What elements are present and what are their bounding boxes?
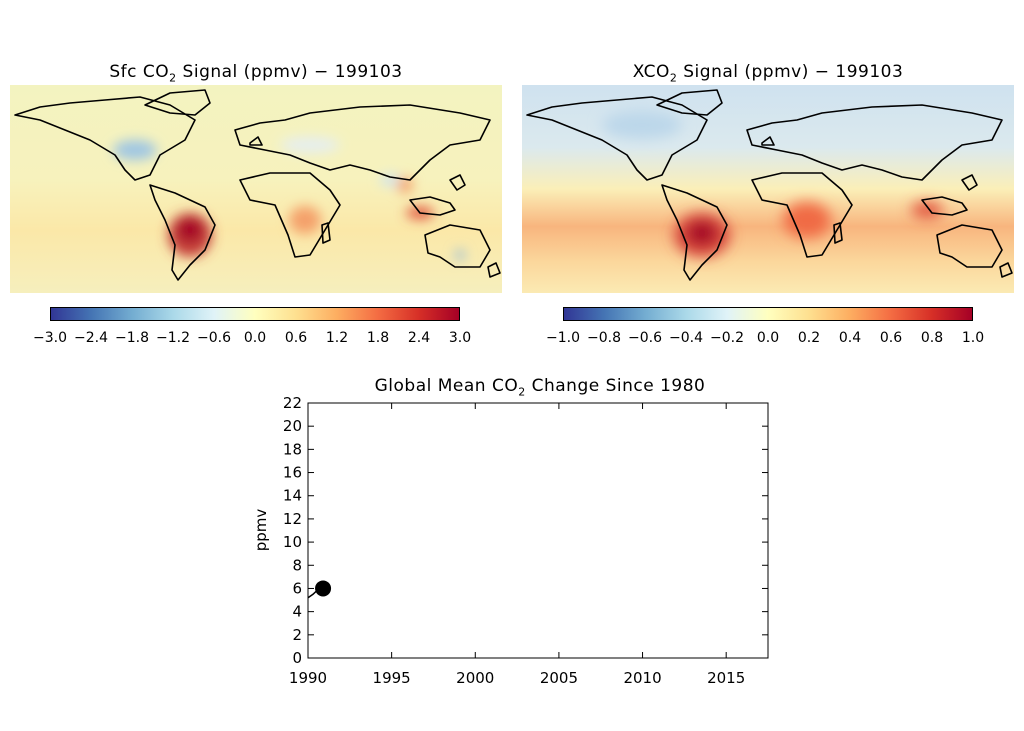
global-mean-chart: 0 2 4 6 8 10 12 14 16 18 20 22 1990 1995 2000 2005 2010…: [252, 395, 769, 687]
y-tick-label: 18: [283, 440, 302, 458]
xco2-map-svg: [522, 85, 1014, 293]
colorbar-gradient: [564, 308, 972, 320]
sfc-colorbar: [50, 307, 460, 321]
colorbar-tick-label: −0.6: [197, 330, 231, 346]
sfc-colorbar-ticks: −3.0 −2.4 −1.8 −1.2 −0.6 0.0 0.6 1.2 1.8 2.4 3.0: [33, 330, 471, 348]
current-value-marker: [315, 580, 332, 597]
colorbar-tick-label: −3.0: [33, 330, 67, 346]
xco2-colorbar-ticks: −1.0 −0.8 −0.6 −0.4 −0.2 0.0 0.2 0.4 0.6 0.8 1.0: [546, 330, 984, 348]
y-tick-label: 2: [292, 626, 302, 644]
colorbar-tick-label: 0.6: [284, 330, 308, 346]
y-axis-label: ppmv: [252, 509, 270, 552]
x-tick-label: 2015: [707, 669, 745, 687]
x-tick-label: 2005: [540, 669, 578, 687]
colorbar-tick-label: −0.6: [628, 330, 662, 346]
colorbar-tick-label: −1.8: [115, 330, 149, 346]
xco2-colorbar: [563, 307, 973, 321]
y-tick-label: 0: [292, 649, 302, 667]
colorbar-tick-label: −0.2: [710, 330, 744, 346]
colorbar-tick-label: −0.8: [587, 330, 621, 346]
sfc-co2-map: [10, 85, 502, 293]
xco2-map-title: XCO2 Signal (ppmv) − 199103: [632, 62, 904, 85]
colorbar-tick-label: 1.8: [366, 330, 390, 346]
colorbar-tick-label: 0.8: [920, 330, 944, 346]
colorbar-tick-label: 0.4: [838, 330, 862, 346]
colorbar-tick-label: 2.4: [407, 330, 431, 346]
colorbar-gradient: [51, 308, 459, 320]
colorbar-tick-label: 0.2: [797, 330, 821, 346]
x-tick-label: 1990: [289, 669, 327, 687]
y-tick-label: 14: [283, 487, 302, 505]
x-tick-label: 1995: [373, 669, 411, 687]
y-tick-label: 12: [283, 510, 302, 528]
colorbar-tick-label: 1.0: [961, 330, 985, 346]
colorbar-tick-label: −1.0: [546, 330, 580, 346]
y-tick-label: 8: [292, 556, 302, 574]
y-tick-label: 16: [283, 464, 302, 482]
xco2-map: [522, 85, 1014, 293]
chart-title: Global Mean CO2 Change Since 1980: [374, 376, 706, 399]
plot-frame: [307, 402, 769, 659]
colorbar-tick-label: 0.0: [243, 330, 267, 346]
colorbar-tick-label: −0.4: [669, 330, 703, 346]
x-tick-label: 2010: [623, 669, 661, 687]
y-tick-label: 4: [292, 603, 302, 621]
sfc-map-svg: [10, 85, 502, 293]
y-tick-label: 10: [283, 533, 302, 551]
colorbar-tick-label: 1.2: [325, 330, 349, 346]
colorbar-tick-label: −2.4: [74, 330, 108, 346]
y-tick-label: 20: [283, 417, 302, 435]
colorbar-tick-label: −1.2: [156, 330, 190, 346]
sfc-map-title: Sfc CO2 Signal (ppmv) − 199103: [109, 62, 403, 85]
colorbar-tick-label: 0.0: [756, 330, 780, 346]
y-tick-label: 6: [292, 579, 302, 597]
x-tick-label: 2000: [456, 669, 494, 687]
colorbar-tick-label: 0.6: [879, 330, 903, 346]
colorbar-tick-label: 3.0: [448, 330, 472, 346]
y-tick-label: 22: [283, 395, 302, 412]
